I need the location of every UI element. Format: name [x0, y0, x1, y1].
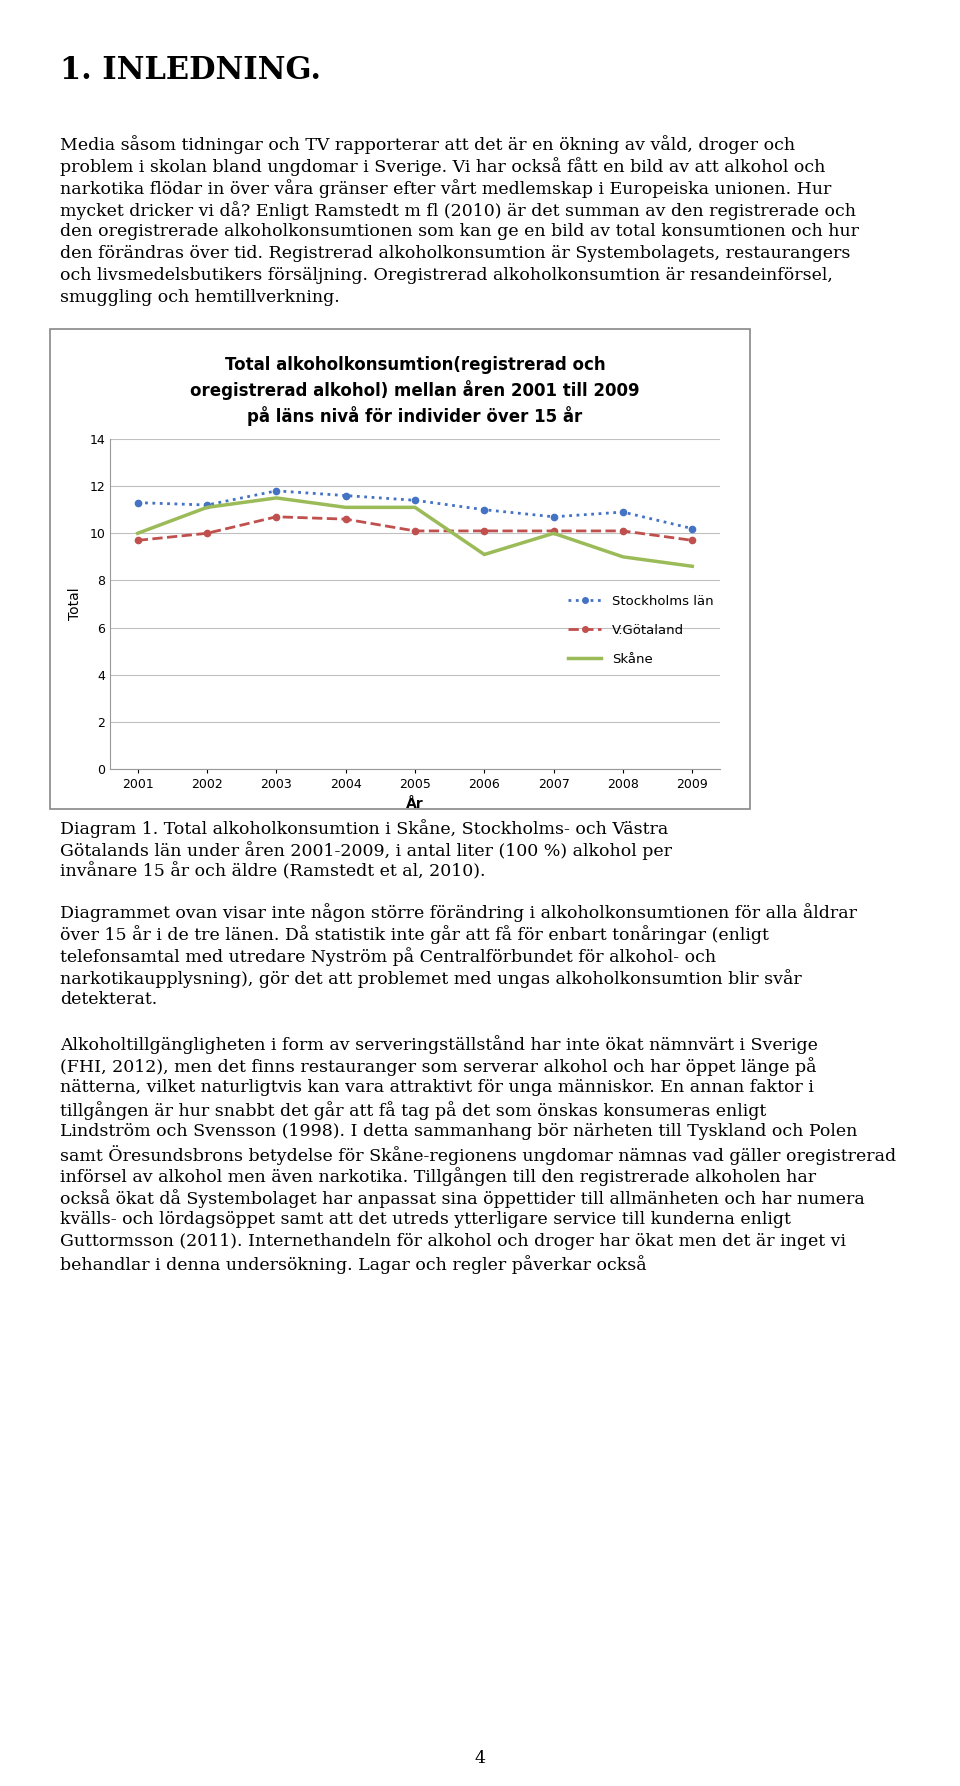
- Text: (FHI, 2012), men det finns restauranger som serverar alkohol och har öppet länge: (FHI, 2012), men det finns restauranger …: [60, 1057, 817, 1075]
- Text: telefonsamtal med utredare Nyström på Centralförbundet för alkohol- och: telefonsamtal med utredare Nyström på Ce…: [60, 947, 716, 966]
- Text: narkotikaupplysning), gör det att problemet med ungas alkoholkonsumtion blir svå: narkotikaupplysning), gör det att proble…: [60, 970, 802, 988]
- Text: samt Öresundsbrons betydelse för Skåne-regionens ungdomar nämnas vad gäller oreg: samt Öresundsbrons betydelse för Skåne-r…: [60, 1145, 896, 1164]
- Text: tillgången är hur snabbt det går att få tag på det som önskas konsumeras enligt: tillgången är hur snabbt det går att få …: [60, 1100, 766, 1120]
- Text: över 15 år i de tre länen. Då statistik inte går att få för enbart tonåringar (e: över 15 år i de tre länen. Då statistik …: [60, 925, 769, 945]
- Text: behandlar i denna undersökning. Lagar och regler påverkar också: behandlar i denna undersökning. Lagar oc…: [60, 1256, 647, 1273]
- Text: Alkoholtillgängligheten i form av serveringställstånd har inte ökat nämnvärt i S: Alkoholtillgängligheten i form av server…: [60, 1036, 818, 1054]
- X-axis label: År: År: [406, 797, 424, 811]
- Text: smuggling och hemtillverkning.: smuggling och hemtillverkning.: [60, 289, 340, 305]
- Text: Guttormsson (2011). Internethandeln för alkohol och droger har ökat men det är i: Guttormsson (2011). Internethandeln för …: [60, 1232, 846, 1250]
- Title: Total alkoholkonsumtion(registrerad och
oregistrerad alkohol) mellan åren 2001 t: Total alkoholkonsumtion(registrerad och …: [190, 355, 639, 427]
- Text: Diagram 1. Total alkoholkonsumtion i Skåne, Stockholms- och Västra: Diagram 1. Total alkoholkonsumtion i Skå…: [60, 820, 668, 838]
- Text: detekterat.: detekterat.: [60, 991, 157, 1007]
- Text: införsel av alkohol men även narkotika. Tillgången till den registrerade alkohol: införsel av alkohol men även narkotika. …: [60, 1166, 816, 1186]
- Text: Götalands län under åren 2001-2009, i antal liter (100 %) alkohol per: Götalands län under åren 2001-2009, i an…: [60, 841, 672, 859]
- Text: också ökat då Systembolaget har anpassat sina öppettider till allmänheten och ha: också ökat då Systembolaget har anpassat…: [60, 1189, 865, 1207]
- Text: invånare 15 år och äldre (Ramstedt et al, 2010).: invånare 15 år och äldre (Ramstedt et al…: [60, 863, 486, 880]
- Text: den oregistrerade alkoholkonsumtionen som kan ge en bild av total konsumtionen o: den oregistrerade alkoholkonsumtionen so…: [60, 223, 859, 239]
- Y-axis label: Total: Total: [68, 588, 83, 620]
- Text: Lindström och Svensson (1998). I detta sammanhang bör närheten till Tyskland och: Lindström och Svensson (1998). I detta s…: [60, 1123, 857, 1139]
- Text: och livsmedelsbutikers försäljning. Oregistrerad alkoholkonsumtion är resandeinf: och livsmedelsbutikers försäljning. Oreg…: [60, 266, 833, 284]
- Text: nätterna, vilket naturligtvis kan vara attraktivt för unga människor. En annan f: nätterna, vilket naturligtvis kan vara a…: [60, 1079, 814, 1097]
- Text: 4: 4: [474, 1750, 486, 1766]
- Text: narkotika flödar in över våra gränser efter vårt medlemskap i Europeiska unionen: narkotika flödar in över våra gränser ef…: [60, 179, 831, 198]
- Text: den förändras över tid. Registrerad alkoholkonsumtion är Systembolagets, restaur: den förändras över tid. Registrerad alko…: [60, 245, 851, 263]
- Text: Diagrammet ovan visar inte någon större förändring i alkoholkonsumtionen för all: Diagrammet ovan visar inte någon större …: [60, 904, 857, 922]
- Text: Media såsom tidningar och TV rapporterar att det är en ökning av våld, droger oc: Media såsom tidningar och TV rapporterar…: [60, 136, 795, 154]
- Text: kvälls- och lördagsöppet samt att det utreds ytterligare service till kunderna e: kvälls- och lördagsöppet samt att det ut…: [60, 1211, 791, 1229]
- Legend: Stockholms län, V.Götaland, Skåne: Stockholms län, V.Götaland, Skåne: [568, 595, 713, 666]
- Text: mycket dricker vi då? Enligt Ramstedt m fl (2010) är det summan av den registrer: mycket dricker vi då? Enligt Ramstedt m …: [60, 202, 856, 220]
- Text: problem i skolan bland ungdomar i Sverige. Vi har också fått en bild av att alko: problem i skolan bland ungdomar i Sverig…: [60, 157, 826, 175]
- Text: 1. INLEDNING.: 1. INLEDNING.: [60, 55, 321, 86]
